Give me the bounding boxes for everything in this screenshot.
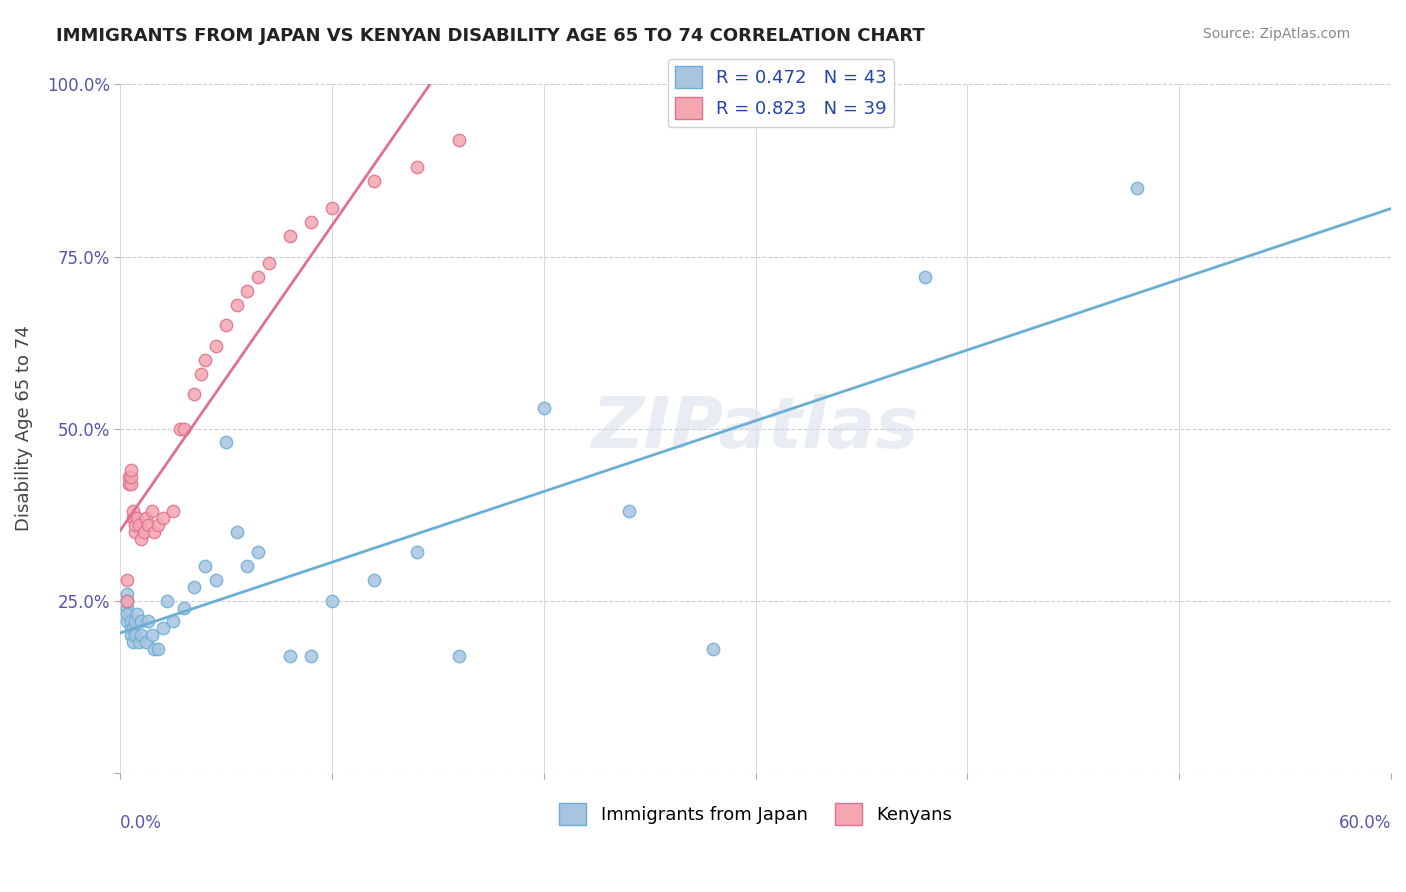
Point — [115, 593, 138, 607]
Point — [127, 511, 149, 525]
Point — [152, 511, 174, 525]
Point — [115, 587, 138, 601]
Text: 0.0%: 0.0% — [121, 814, 162, 832]
Point — [405, 545, 427, 559]
Point — [120, 463, 142, 477]
Point — [115, 607, 138, 622]
Point — [141, 628, 163, 642]
Point — [124, 524, 146, 539]
Point — [405, 160, 427, 174]
Point — [321, 593, 343, 607]
Point — [225, 298, 247, 312]
Point — [143, 524, 166, 539]
Point — [131, 615, 153, 629]
Point — [136, 615, 159, 629]
Point — [120, 621, 142, 635]
Point — [215, 318, 238, 333]
Point — [135, 635, 157, 649]
Point — [183, 580, 205, 594]
Point — [173, 421, 195, 435]
Text: ZIPatlas: ZIPatlas — [592, 394, 920, 463]
Point — [115, 593, 138, 607]
Point — [246, 270, 269, 285]
Point — [131, 532, 153, 546]
Point — [120, 628, 142, 642]
Point — [118, 476, 141, 491]
Point — [449, 648, 471, 663]
Point — [190, 367, 212, 381]
Point — [124, 518, 146, 533]
Point — [363, 174, 385, 188]
Point — [914, 270, 936, 285]
Point — [162, 504, 184, 518]
Point — [204, 339, 226, 353]
Point — [246, 545, 269, 559]
Legend: Immigrants from Japan, Kenyans: Immigrants from Japan, Kenyans — [553, 796, 959, 832]
Point — [194, 559, 217, 574]
Point — [162, 615, 184, 629]
Point — [124, 628, 146, 642]
Point — [115, 615, 138, 629]
Point — [131, 628, 153, 642]
Point — [141, 504, 163, 518]
Point — [533, 401, 555, 415]
Point — [257, 256, 280, 270]
Point — [299, 215, 322, 229]
Point — [278, 648, 301, 663]
Point — [156, 593, 179, 607]
Point — [124, 615, 146, 629]
Text: Source: ZipAtlas.com: Source: ZipAtlas.com — [1202, 27, 1350, 41]
Point — [183, 387, 205, 401]
Point — [169, 421, 191, 435]
Point — [702, 641, 724, 656]
Point — [120, 615, 142, 629]
Point — [118, 469, 141, 483]
Point — [120, 476, 142, 491]
Point — [363, 573, 385, 587]
Point — [278, 228, 301, 243]
Point — [225, 524, 247, 539]
Point — [115, 573, 138, 587]
Point — [148, 518, 170, 533]
Point — [321, 202, 343, 216]
Point — [122, 511, 145, 525]
Point — [236, 284, 259, 298]
Point — [115, 600, 138, 615]
Point — [143, 641, 166, 656]
Point — [122, 621, 145, 635]
Point — [128, 635, 150, 649]
Point — [299, 648, 322, 663]
Point — [148, 641, 170, 656]
Y-axis label: Disability Age 65 to 74: Disability Age 65 to 74 — [15, 326, 32, 532]
Point — [204, 573, 226, 587]
Point — [152, 621, 174, 635]
Point — [173, 600, 195, 615]
Point — [127, 607, 149, 622]
Text: 60.0%: 60.0% — [1339, 814, 1391, 832]
Point — [194, 352, 217, 367]
Text: IMMIGRANTS FROM JAPAN VS KENYAN DISABILITY AGE 65 TO 74 CORRELATION CHART: IMMIGRANTS FROM JAPAN VS KENYAN DISABILI… — [56, 27, 925, 45]
Point — [128, 518, 150, 533]
Point — [132, 524, 155, 539]
Point — [122, 504, 145, 518]
Point — [1126, 180, 1149, 194]
Point — [617, 504, 640, 518]
Point — [449, 132, 471, 146]
Point — [236, 559, 259, 574]
Point — [136, 518, 159, 533]
Point — [215, 435, 238, 450]
Point — [122, 635, 145, 649]
Point — [120, 469, 142, 483]
Point — [135, 511, 157, 525]
